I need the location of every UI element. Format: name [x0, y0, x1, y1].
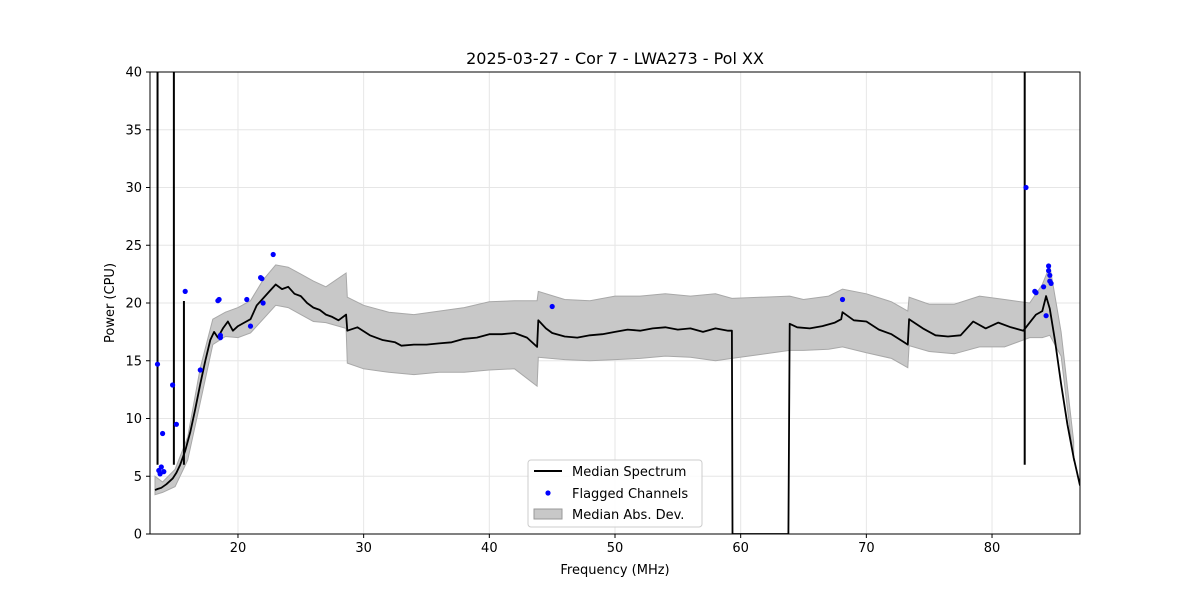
y-tick-label: 10	[125, 412, 142, 427]
flagged-channel-point	[182, 288, 188, 294]
legend-label-median-abs-dev: Median Abs. Dev.	[572, 508, 684, 523]
y-tick-label: 30	[125, 181, 142, 196]
y-tick-label: 0	[134, 528, 142, 543]
flagged-channel-point	[173, 421, 179, 427]
x-tick-label: 60	[732, 541, 749, 556]
x-axis-label: Frequency (MHz)	[560, 563, 669, 578]
x-tick-label: 70	[858, 541, 875, 556]
flagged-channel-point	[1046, 263, 1052, 269]
flagged-channel-point	[244, 296, 250, 303]
legend-box	[527, 459, 703, 528]
x-tick-label: 40	[481, 541, 498, 556]
flagged-channel-point	[1041, 284, 1047, 290]
legend-label-median-spectrum: Median Spectrum	[572, 465, 686, 480]
x-tick-label: 80	[984, 541, 1001, 556]
flagged-channel-point	[160, 430, 166, 437]
plot-area	[154, 72, 1080, 534]
flagged-channel-point	[270, 251, 276, 258]
y-tick-label: 35	[125, 123, 142, 138]
flagged-channel-point	[197, 367, 203, 373]
y-tick-label: 20	[125, 297, 142, 312]
x-tick-label: 20	[230, 541, 247, 556]
flagged-channel-point	[1046, 268, 1052, 274]
x-tick-label: 30	[355, 541, 372, 556]
x-tick-label: 50	[607, 541, 624, 556]
flagged-channel-point	[1023, 184, 1029, 191]
y-axis-label: Power (CPU)	[103, 263, 118, 343]
flagged-channel-point	[1048, 280, 1054, 286]
legend: Median Spectrum Flagged Channels Median …	[527, 459, 703, 528]
flagged-channel-point	[170, 382, 176, 388]
flagged-channel-point	[260, 300, 266, 306]
flagged-channel-point	[549, 303, 555, 310]
legend-label-flagged-channels: Flagged Channels	[572, 487, 688, 502]
legend-dot-swatch	[545, 490, 551, 496]
flagged-channel-point	[216, 296, 222, 303]
flagged-channel-point	[217, 335, 223, 341]
flagged-channel-point	[1033, 290, 1039, 296]
flagged-channel-point	[259, 276, 265, 282]
flagged-channel-point	[161, 469, 167, 475]
x-axis: 20 30 40 50 60 70 80	[230, 534, 1001, 556]
flagged-channel-point	[1043, 313, 1049, 319]
legend-patch-swatch	[533, 508, 563, 520]
y-tick-label: 40	[125, 66, 142, 81]
chart-title: 2025-03-27 - Cor 7 - LWA273 - Pol XX	[466, 49, 764, 68]
median-spectrum-line	[154, 283, 1080, 534]
y-tick-label: 15	[125, 354, 142, 369]
flagged-channel-point	[1047, 272, 1053, 278]
y-axis: 0 5 10 15 20 25 30 35 40	[125, 66, 150, 543]
y-tick-label: 5	[134, 470, 142, 485]
flagged-channel-point	[158, 464, 164, 470]
flagged-channel-point	[154, 361, 161, 367]
flagged-channel-point	[247, 323, 254, 329]
y-tick-label: 25	[125, 239, 142, 254]
flagged-channel-point	[839, 296, 846, 303]
